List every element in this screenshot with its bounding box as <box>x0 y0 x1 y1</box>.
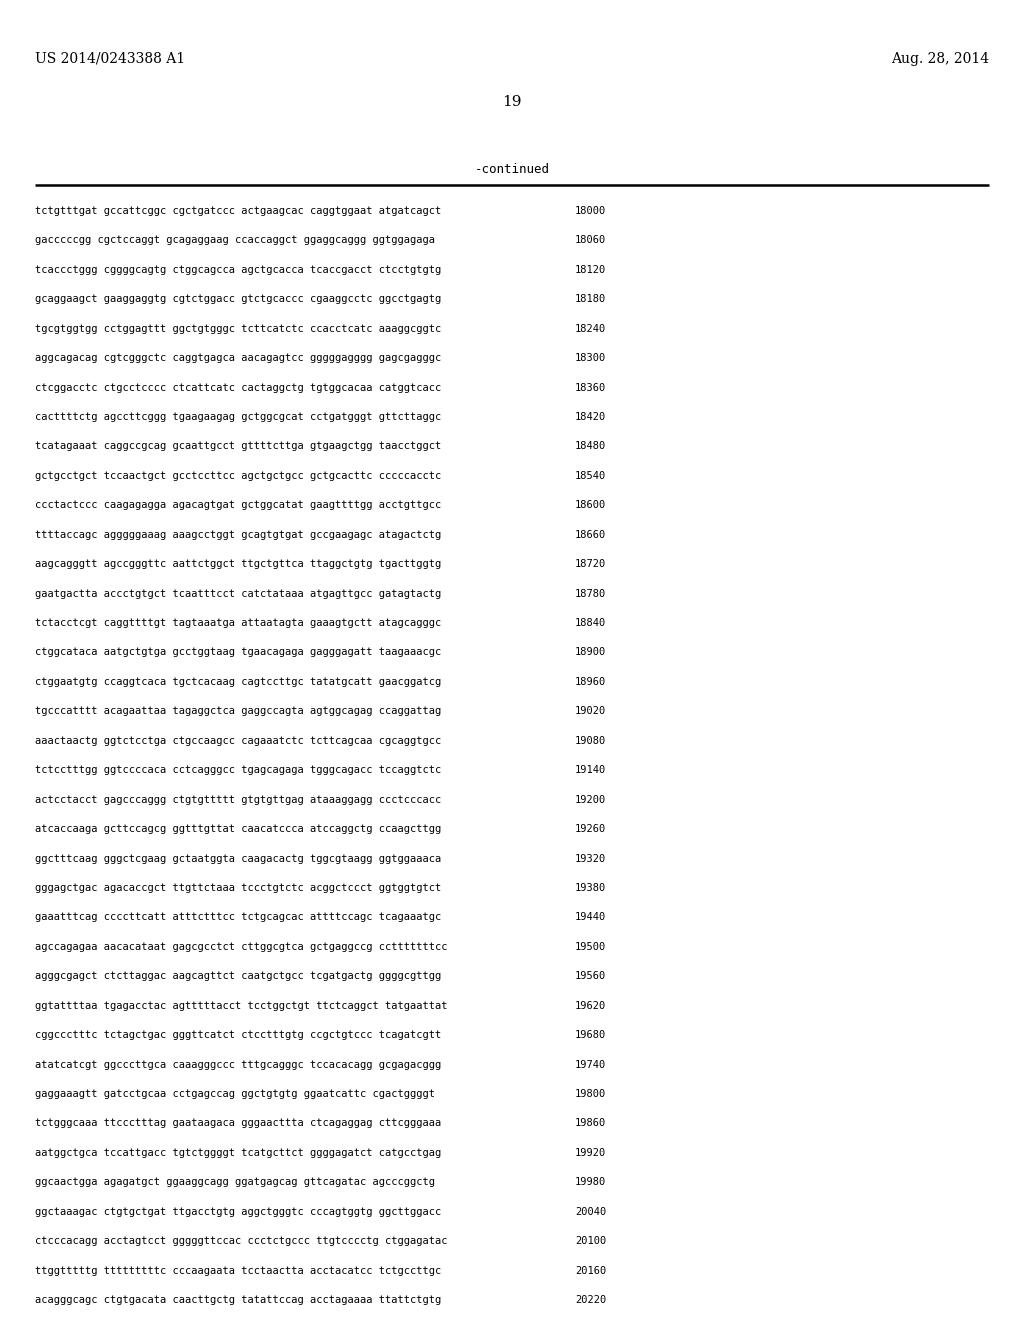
Text: 18180: 18180 <box>575 294 606 305</box>
Text: gaaatttcag ccccttcatt atttctttcc tctgcagcac attttccagc tcagaaatgc: gaaatttcag ccccttcatt atttctttcc tctgcag… <box>35 912 441 923</box>
Text: aagcagggtt agccgggttc aattctggct ttgctgttca ttaggctgtg tgacttggtg: aagcagggtt agccgggttc aattctggct ttgctgt… <box>35 560 441 569</box>
Text: 18300: 18300 <box>575 354 606 363</box>
Text: tgcgtggtgg cctggagttt ggctgtgggc tcttcatctc ccacctcatc aaaggcggtc: tgcgtggtgg cctggagttt ggctgtgggc tcttcat… <box>35 323 441 334</box>
Text: tctgggcaaa ttccctttag gaataagaca gggaacttta ctcagaggag cttcgggaaa: tctgggcaaa ttccctttag gaataagaca gggaact… <box>35 1118 441 1129</box>
Text: tctacctcgt caggttttgt tagtaaatga attaatagta gaaagtgctt atagcagggc: tctacctcgt caggttttgt tagtaaatga attaata… <box>35 618 441 628</box>
Text: atcaccaaga gcttccagcg ggtttgttat caacatccca atccaggctg ccaagcttgg: atcaccaaga gcttccagcg ggtttgttat caacatc… <box>35 824 441 834</box>
Text: 19980: 19980 <box>575 1177 606 1187</box>
Text: ggtattttaa tgagacctac agtttttacct tcctggctgt ttctcaggct tatgaattat: ggtattttaa tgagacctac agtttttacct tcctgg… <box>35 1001 447 1011</box>
Text: 18960: 18960 <box>575 677 606 686</box>
Text: tctcctttgg ggtccccaca cctcagggcc tgagcagaga tgggcagacc tccaggtctc: tctcctttgg ggtccccaca cctcagggcc tgagcag… <box>35 766 441 775</box>
Text: 19560: 19560 <box>575 972 606 981</box>
Text: 20100: 20100 <box>575 1236 606 1246</box>
Text: actcctacct gagcccaggg ctgtgttttt gtgtgttgag ataaaggagg ccctcccacc: actcctacct gagcccaggg ctgtgttttt gtgtgtt… <box>35 795 441 805</box>
Text: 19200: 19200 <box>575 795 606 805</box>
Text: agggcgagct ctcttaggac aagcagttct caatgctgcc tcgatgactg ggggcgttgg: agggcgagct ctcttaggac aagcagttct caatgct… <box>35 972 441 981</box>
Text: tcaccctggg cggggcagtg ctggcagcca agctgcacca tcaccgacct ctcctgtgtg: tcaccctggg cggggcagtg ctggcagcca agctgca… <box>35 265 441 275</box>
Text: ctggaatgtg ccaggtcaca tgctcacaag cagtccttgc tatatgcatt gaacggatcg: ctggaatgtg ccaggtcaca tgctcacaag cagtcct… <box>35 677 441 686</box>
Text: 18480: 18480 <box>575 441 606 451</box>
Text: gaatgactta accctgtgct tcaatttcct catctataaa atgagttgcc gatagtactg: gaatgactta accctgtgct tcaatttcct catctat… <box>35 589 441 599</box>
Text: ctcggacctc ctgcctcccc ctcattcatc cactaggctg tgtggcacaa catggtcacc: ctcggacctc ctgcctcccc ctcattcatc cactagg… <box>35 383 441 392</box>
Text: tcatagaaat caggccgcag gcaattgcct gttttcttga gtgaagctgg taacctggct: tcatagaaat caggccgcag gcaattgcct gttttct… <box>35 441 441 451</box>
Text: 18720: 18720 <box>575 560 606 569</box>
Text: 19920: 19920 <box>575 1148 606 1158</box>
Text: 18000: 18000 <box>575 206 606 216</box>
Text: 19080: 19080 <box>575 735 606 746</box>
Text: gggagctgac agacaccgct ttgttctaaa tccctgtctc acggctccct ggtggtgtct: gggagctgac agacaccgct ttgttctaaa tccctgt… <box>35 883 441 892</box>
Text: ctggcataca aatgctgtga gcctggtaag tgaacagaga gagggagatt taagaaacgc: ctggcataca aatgctgtga gcctggtaag tgaacag… <box>35 648 441 657</box>
Text: tctgtttgat gccattcggc cgctgatccc actgaagcac caggtggaat atgatcagct: tctgtttgat gccattcggc cgctgatccc actgaag… <box>35 206 441 216</box>
Text: 19740: 19740 <box>575 1060 606 1069</box>
Text: ggcaactgga agagatgct ggaaggcagg ggatgagcag gttcagatac agcccggctg: ggcaactgga agagatgct ggaaggcagg ggatgagc… <box>35 1177 435 1187</box>
Text: cacttttctg agccttcggg tgaagaagag gctggcgcat cctgatgggt gttcttaggc: cacttttctg agccttcggg tgaagaagag gctggcg… <box>35 412 441 422</box>
Text: gctgcctgct tccaactgct gcctccttcc agctgctgcc gctgcacttc cccccacctc: gctgcctgct tccaactgct gcctccttcc agctgct… <box>35 471 441 480</box>
Text: 19440: 19440 <box>575 912 606 923</box>
Text: 18900: 18900 <box>575 648 606 657</box>
Text: 20160: 20160 <box>575 1266 606 1275</box>
Text: cggccctttc tctagctgac gggttcatct ctcctttgtg ccgctgtccc tcagatcgtt: cggccctttc tctagctgac gggttcatct ctccttt… <box>35 1030 441 1040</box>
Text: 19140: 19140 <box>575 766 606 775</box>
Text: gcaggaagct gaaggaggtg cgtctggacc gtctgcaccc cgaaggcctc ggcctgagtg: gcaggaagct gaaggaggtg cgtctggacc gtctgca… <box>35 294 441 305</box>
Text: atatcatcgt ggcccttgca caaagggccc tttgcagggc tccacacagg gcgagacggg: atatcatcgt ggcccttgca caaagggccc tttgcag… <box>35 1060 441 1069</box>
Text: 18540: 18540 <box>575 471 606 480</box>
Text: 20040: 20040 <box>575 1206 606 1217</box>
Text: 18240: 18240 <box>575 323 606 334</box>
Text: tgcccatttt acagaattaa tagaggctca gaggccagta agtggcagag ccaggattag: tgcccatttt acagaattaa tagaggctca gaggcca… <box>35 706 441 717</box>
Text: ggctttcaag gggctcgaag gctaatggta caagacactg tggcgtaagg ggtggaaaca: ggctttcaag gggctcgaag gctaatggta caagaca… <box>35 854 441 863</box>
Text: 18600: 18600 <box>575 500 606 511</box>
Text: agccagagaa aacacataat gagcgcctct cttggcgtca gctgaggccg cctttttttcc: agccagagaa aacacataat gagcgcctct cttggcg… <box>35 941 447 952</box>
Text: 19380: 19380 <box>575 883 606 892</box>
Text: US 2014/0243388 A1: US 2014/0243388 A1 <box>35 51 185 66</box>
Text: acagggcagc ctgtgacata caacttgctg tatattccag acctagaaaa ttattctgtg: acagggcagc ctgtgacata caacttgctg tatattc… <box>35 1295 441 1305</box>
Text: 18360: 18360 <box>575 383 606 392</box>
Text: 19: 19 <box>502 95 522 110</box>
Text: aaactaactg ggtctcctga ctgccaagcc cagaaatctc tcttcagcaa cgcaggtgcc: aaactaactg ggtctcctga ctgccaagcc cagaaat… <box>35 735 441 746</box>
Text: 18660: 18660 <box>575 529 606 540</box>
Text: ccctactccc caagagagga agacagtgat gctggcatat gaagttttgg acctgttgcc: ccctactccc caagagagga agacagtgat gctggca… <box>35 500 441 511</box>
Text: 20220: 20220 <box>575 1295 606 1305</box>
Text: ttggtttttg tttttttttc cccaagaata tcctaactta acctacatcc tctgccttgc: ttggtttttg tttttttttc cccaagaata tcctaac… <box>35 1266 441 1275</box>
Text: 18420: 18420 <box>575 412 606 422</box>
Text: -continued: -continued <box>474 162 550 176</box>
Text: 19620: 19620 <box>575 1001 606 1011</box>
Text: 18060: 18060 <box>575 235 606 246</box>
Text: 19680: 19680 <box>575 1030 606 1040</box>
Text: ttttaccagc agggggaaag aaagcctggt gcagtgtgat gccgaagagc atagactctg: ttttaccagc agggggaaag aaagcctggt gcagtgt… <box>35 529 441 540</box>
Text: 18840: 18840 <box>575 618 606 628</box>
Text: gacccccgg cgctccaggt gcagaggaag ccaccaggct ggaggcaggg ggtggagaga: gacccccgg cgctccaggt gcagaggaag ccaccagg… <box>35 235 435 246</box>
Text: 19320: 19320 <box>575 854 606 863</box>
Text: 18780: 18780 <box>575 589 606 599</box>
Text: 19260: 19260 <box>575 824 606 834</box>
Text: 19500: 19500 <box>575 941 606 952</box>
Text: 19800: 19800 <box>575 1089 606 1100</box>
Text: aggcagacag cgtcgggctc caggtgagca aacagagtcc gggggagggg gagcgagggc: aggcagacag cgtcgggctc caggtgagca aacagag… <box>35 354 441 363</box>
Text: aatggctgca tccattgacc tgtctggggt tcatgcttct ggggagatct catgcctgag: aatggctgca tccattgacc tgtctggggt tcatgct… <box>35 1148 441 1158</box>
Text: Aug. 28, 2014: Aug. 28, 2014 <box>891 51 989 66</box>
Text: 18120: 18120 <box>575 265 606 275</box>
Text: ctcccacagg acctagtcct gggggttccac ccctctgccc ttgtcccctg ctggagatac: ctcccacagg acctagtcct gggggttccac ccctct… <box>35 1236 447 1246</box>
Text: gaggaaagtt gatcctgcaa cctgagccag ggctgtgtg ggaatcattc cgactggggt: gaggaaagtt gatcctgcaa cctgagccag ggctgtg… <box>35 1089 435 1100</box>
Text: 19020: 19020 <box>575 706 606 717</box>
Text: 19860: 19860 <box>575 1118 606 1129</box>
Text: ggctaaagac ctgtgctgat ttgacctgtg aggctgggtc cccagtggtg ggcttggacc: ggctaaagac ctgtgctgat ttgacctgtg aggctgg… <box>35 1206 441 1217</box>
